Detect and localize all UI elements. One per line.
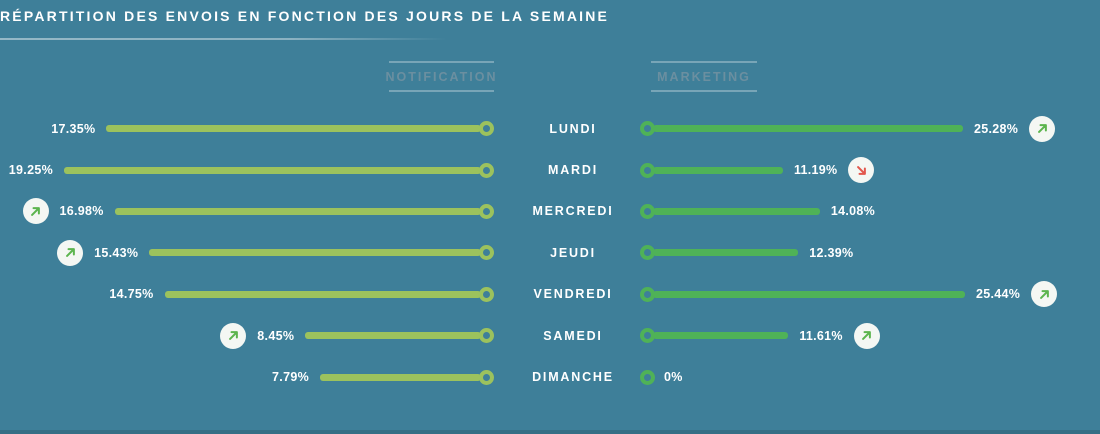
marketing-value-label: 25.44% — [976, 287, 1021, 302]
notification-bar — [64, 162, 494, 178]
bar-line — [114, 207, 481, 215]
bar-line — [653, 249, 799, 257]
bar-start-ring-icon — [640, 369, 655, 385]
marketing-bar-cell: 14.08% — [628, 203, 1100, 219]
marketing-bar — [640, 203, 820, 219]
marketing-bar — [640, 369, 655, 385]
marketing-value-label: 14.08% — [830, 204, 876, 219]
notification-bar-cell: 19.25% — [0, 162, 518, 178]
column-header-marketing-label: MARKETING — [657, 69, 751, 84]
marketing-bar — [640, 162, 783, 178]
trend-arrow-icon — [1031, 281, 1058, 308]
notification-bar — [149, 245, 494, 261]
marketing-bar — [640, 121, 963, 137]
chart-row: 19.25% MARDI 11.19% — [0, 149, 1100, 190]
trend-arrow-icon — [848, 157, 875, 184]
bar-end-ring-icon — [479, 203, 494, 219]
bar-end-ring-icon — [479, 369, 494, 385]
notification-bar-cell: 17.35% — [0, 121, 518, 137]
bar-line — [653, 332, 789, 340]
notification-bar-cell: 7.79% — [0, 369, 518, 385]
notification-value-label: 14.75% — [109, 287, 154, 302]
day-label: DIMANCHE — [532, 370, 614, 385]
marketing-bar-cell: 25.28% — [628, 115, 1100, 142]
chart-row: 17.35% LUNDI 25.28% — [0, 108, 1100, 149]
bar-end-ring-icon — [479, 286, 494, 302]
notification-value-label: 17.35% — [51, 121, 96, 136]
page-title: RÉPARTITION DES ENVOIS EN FONCTION DES J… — [0, 8, 610, 24]
chart-row: 7.79% DIMANCHE 0% — [0, 356, 1100, 397]
notification-value-label: 16.98% — [59, 204, 104, 219]
bar-line — [653, 166, 783, 174]
column-header-marketing: MARKETING — [651, 61, 757, 92]
notification-value-label: 8.45% — [257, 328, 295, 343]
marketing-value-label: 11.19% — [793, 163, 838, 178]
bar-line — [149, 249, 481, 257]
marketing-bar — [640, 245, 799, 261]
bar-end-ring-icon — [479, 245, 494, 261]
bar-line — [64, 166, 481, 174]
trend-arrow-icon — [1029, 115, 1056, 142]
day-label: JEUDI — [550, 245, 596, 260]
marketing-bar — [640, 286, 965, 302]
notification-bar-cell: 8.45% — [0, 322, 518, 349]
chart-row: 15.43% JEUDI 12.39% — [0, 232, 1100, 273]
notification-bar-cell: 16.98% — [0, 198, 518, 225]
marketing-value-label: 11.61% — [799, 328, 843, 343]
notification-bar — [320, 369, 494, 385]
marketing-value-label: 0% — [664, 370, 683, 385]
notification-bar — [106, 121, 494, 137]
notification-bar-cell: 15.43% — [0, 239, 518, 266]
chart-rows: 17.35% LUNDI 25.28% 19.25% — [0, 108, 1100, 398]
bar-end-ring-icon — [479, 121, 494, 137]
notification-value-label: 7.79% — [272, 370, 309, 385]
day-label: SAMEDI — [543, 328, 603, 343]
marketing-bar-cell: 11.61% — [628, 322, 1100, 349]
title-underline — [0, 38, 447, 40]
marketing-value-label: 12.39% — [809, 245, 854, 260]
column-header-notification: NOTIFICATION — [386, 61, 495, 92]
bar-end-ring-icon — [479, 328, 494, 344]
bar-end-ring-icon — [479, 162, 494, 178]
bottom-edge-divider — [0, 430, 1100, 434]
marketing-bar-cell: 12.39% — [628, 245, 1100, 261]
bar-line — [320, 373, 481, 381]
notification-bar-cell: 14.75% — [0, 286, 518, 302]
bar-line — [106, 125, 481, 133]
bar-line — [653, 125, 963, 133]
trend-arrow-icon — [220, 322, 247, 349]
notification-value-label: 15.43% — [94, 245, 139, 260]
bar-line — [653, 207, 820, 215]
day-label: VENDREDI — [533, 287, 613, 302]
chart-row: 8.45% SAMEDI 11.61% — [0, 315, 1100, 356]
marketing-bar — [640, 328, 789, 344]
chart-row: 14.75% VENDREDI 25.44% — [0, 274, 1100, 315]
bar-line — [653, 290, 965, 298]
marketing-bar-cell: 25.44% — [628, 281, 1100, 308]
day-label: MERCREDI — [532, 204, 614, 219]
marketing-value-label: 25.28% — [973, 121, 1019, 136]
trend-arrow-icon — [57, 239, 84, 266]
bar-line — [164, 290, 481, 298]
bar-line — [305, 332, 481, 340]
trend-arrow-icon — [853, 322, 880, 349]
notification-value-label: 19.25% — [8, 163, 53, 178]
notification-bar — [305, 328, 494, 344]
marketing-bar-cell: 11.19% — [628, 157, 1100, 184]
marketing-bar-cell: 0% — [628, 369, 1100, 385]
notification-bar — [164, 286, 494, 302]
day-label: MARDI — [548, 163, 598, 178]
notification-bar — [114, 203, 494, 219]
trend-arrow-icon — [22, 198, 49, 225]
day-label: LUNDI — [549, 121, 597, 136]
chart-row: 16.98% MERCREDI 14.08% — [0, 191, 1100, 232]
column-header-notification-label: NOTIFICATION — [385, 69, 498, 84]
